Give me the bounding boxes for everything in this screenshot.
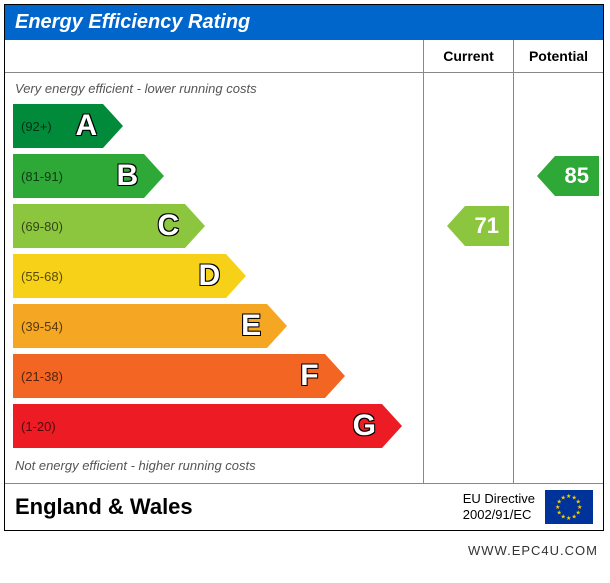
band-letter: B	[117, 159, 139, 193]
potential-value: 85	[555, 156, 599, 196]
band-bar-c: (69-80) C	[13, 204, 185, 248]
pointer-arrow-icon	[447, 206, 465, 246]
band-row: (69-80) C	[13, 202, 423, 250]
band-letter: G	[353, 409, 376, 443]
column-header-row: Current Potential	[5, 40, 603, 73]
title-bar: Energy Efficiency Rating	[5, 5, 603, 40]
current-value: 71	[465, 206, 509, 246]
band-range: (1-20)	[21, 419, 56, 434]
potential-column: 85	[513, 73, 603, 483]
band-range: (39-54)	[21, 319, 63, 334]
epc-chart: Energy Efficiency Rating Current Potenti…	[4, 4, 604, 531]
source-url: WWW.EPC4U.COM	[0, 535, 610, 562]
band-bar-b: (81-91) B	[13, 154, 144, 198]
band-bar-d: (55-68) D	[13, 254, 226, 298]
band-range: (92+)	[21, 119, 52, 134]
header-spacer	[5, 40, 423, 72]
current-column: 71	[423, 73, 513, 483]
band-range: (69-80)	[21, 219, 63, 234]
pointer-arrow-icon	[537, 156, 555, 196]
bottom-note: Not energy efficient - higher running co…	[13, 452, 423, 477]
header-current: Current	[423, 40, 513, 72]
band-row: (92+) A	[13, 102, 423, 150]
potential-pointer: 85	[537, 156, 599, 196]
bands-column: Very energy efficient - lower running co…	[5, 73, 423, 483]
band-row: (1-20) G	[13, 402, 423, 450]
band-letter: E	[241, 309, 261, 343]
directive-line2: 2002/91/EC	[463, 507, 535, 523]
band-bar-f: (21-38) F	[13, 354, 325, 398]
band-letter: C	[158, 209, 180, 243]
band-range: (81-91)	[21, 169, 63, 184]
header-potential: Potential	[513, 40, 603, 72]
band-letter: D	[199, 259, 221, 293]
eu-flag-icon: ★★★★★★★★★★★★	[545, 490, 593, 524]
top-note: Very energy efficient - lower running co…	[13, 79, 423, 102]
band-letter: A	[76, 109, 98, 143]
footer-directive: EU Directive 2002/91/EC	[463, 491, 535, 522]
footer: England & Wales EU Directive 2002/91/EC …	[5, 483, 603, 530]
current-pointer: 71	[447, 206, 509, 246]
band-row: (21-38) F	[13, 352, 423, 400]
band-bar-a: (92+) A	[13, 104, 103, 148]
directive-line1: EU Directive	[463, 491, 535, 507]
band-bar-e: (39-54) E	[13, 304, 267, 348]
band-range: (55-68)	[21, 269, 63, 284]
band-row: (55-68) D	[13, 252, 423, 300]
footer-region: England & Wales	[15, 494, 463, 520]
band-range: (21-38)	[21, 369, 63, 384]
band-bar-g: (1-20) G	[13, 404, 382, 448]
band-letter: F	[300, 359, 318, 393]
band-row: (39-54) E	[13, 302, 423, 350]
bars-list: (92+) A (81-91) B (69-80) C (55-68) D (39-54) E (2…	[13, 102, 423, 450]
chart-area: Very energy efficient - lower running co…	[5, 73, 603, 483]
band-row: (81-91) B	[13, 152, 423, 200]
